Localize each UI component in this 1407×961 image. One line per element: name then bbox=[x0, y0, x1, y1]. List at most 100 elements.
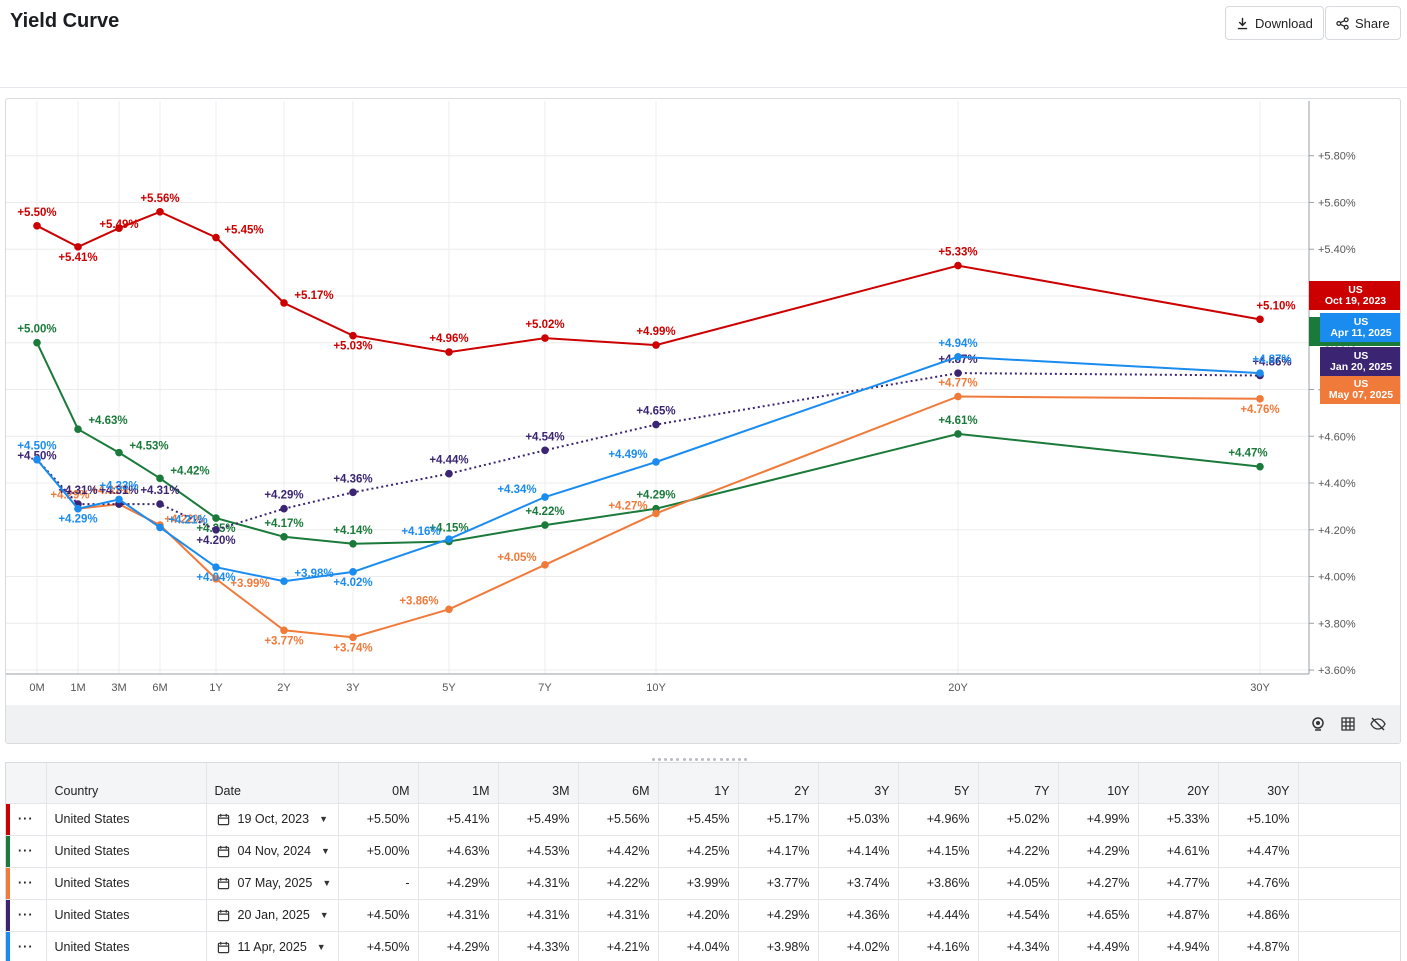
series-tag-country: US bbox=[1354, 316, 1369, 328]
data-point bbox=[74, 425, 82, 434]
yield-cell: +5.50% bbox=[338, 803, 419, 836]
yield-cell: +5.33% bbox=[1138, 803, 1219, 836]
data-label: +4.02% bbox=[333, 577, 372, 589]
share-button[interactable]: Share bbox=[1325, 6, 1401, 40]
yield-cell: +3.77% bbox=[738, 867, 819, 900]
row-color-bar bbox=[6, 899, 10, 931]
table-row[interactable]: ··· United States 04 Nov, 2024 ▼ +5.00% +4.63… bbox=[6, 835, 1400, 868]
yield-cell: +4.42% bbox=[578, 835, 659, 868]
data-point bbox=[1256, 462, 1264, 471]
grid-icon[interactable] bbox=[1340, 716, 1356, 732]
yield-cell: +4.44% bbox=[898, 899, 979, 932]
header-30y[interactable]: 30Y bbox=[1218, 763, 1299, 804]
header-3m[interactable]: 3M bbox=[498, 763, 579, 804]
header-5y[interactable]: 5Y bbox=[898, 763, 979, 804]
yield-cell: +4.31% bbox=[498, 899, 579, 932]
row-menu-label: ··· bbox=[18, 876, 34, 890]
data-point bbox=[280, 577, 288, 586]
yield-cell: +4.87% bbox=[1138, 899, 1219, 932]
yield-cell: +4.54% bbox=[978, 899, 1059, 932]
yield-cell: +5.17% bbox=[738, 803, 819, 836]
header-1m[interactable]: 1M bbox=[418, 763, 499, 804]
date-picker[interactable]: 20 Jan, 2025 ▼ bbox=[206, 899, 339, 932]
data-point bbox=[74, 504, 82, 513]
header-6m[interactable]: 6M bbox=[578, 763, 659, 804]
data-label: +5.41% bbox=[58, 252, 97, 264]
row-menu-button[interactable]: ··· bbox=[6, 931, 47, 961]
yield-cell: +4.31% bbox=[498, 867, 579, 900]
data-label: +4.04% bbox=[196, 572, 235, 584]
date-picker[interactable]: 07 May, 2025 ▼ bbox=[206, 867, 339, 900]
camera-icon[interactable] bbox=[1310, 716, 1326, 732]
country-cell: United States bbox=[46, 899, 207, 932]
data-point bbox=[349, 633, 357, 642]
page-header: Yield Curve Download Share bbox=[0, 0, 1407, 88]
row-menu-button[interactable]: ··· bbox=[6, 835, 47, 868]
table-row[interactable]: ··· United States 07 May, 2025 ▼ - +4.29% +4.3… bbox=[6, 867, 1400, 900]
header-3y[interactable]: 3Y bbox=[818, 763, 899, 804]
date-picker[interactable]: 04 Nov, 2024 ▼ bbox=[206, 835, 339, 868]
yield-cell: +4.17% bbox=[738, 835, 819, 868]
resize-handle[interactable] bbox=[650, 748, 754, 761]
header-0m[interactable]: 0M bbox=[338, 763, 419, 804]
calendar-icon bbox=[217, 845, 229, 857]
chart-toolbar bbox=[6, 705, 1400, 743]
series-line bbox=[36, 372, 1261, 531]
date-value: 04 Nov, 2024 bbox=[237, 844, 311, 858]
chevron-down-icon: ▼ bbox=[319, 814, 328, 824]
table-row[interactable]: ··· United States 19 Oct, 2023 ▼ +5.50% +5.41… bbox=[6, 803, 1400, 836]
yield-cell: +4.21% bbox=[578, 931, 659, 961]
yield-cell: +4.86% bbox=[1218, 899, 1299, 932]
yield-cell: +4.22% bbox=[978, 835, 1059, 868]
table-row[interactable]: ··· United States 11 Apr, 2025 ▼ +4.50% +4.29… bbox=[6, 931, 1400, 961]
date-picker[interactable]: 11 Apr, 2025 ▼ bbox=[206, 931, 339, 961]
row-menu-button[interactable]: ··· bbox=[6, 899, 47, 932]
table-row[interactable]: ··· United States 20 Jan, 2025 ▼ +4.50% +4.31… bbox=[6, 899, 1400, 932]
hide-labels-icon[interactable] bbox=[1370, 716, 1386, 732]
header-date[interactable]: Date bbox=[206, 763, 339, 804]
data-point bbox=[212, 575, 220, 583]
row-color-bar bbox=[6, 931, 10, 961]
x-tick-label: 10Y bbox=[646, 682, 666, 694]
data-label: +5.02% bbox=[525, 319, 564, 331]
yield-cell: +4.14% bbox=[818, 835, 899, 868]
data-point bbox=[212, 233, 220, 242]
row-spacer bbox=[1298, 867, 1400, 900]
data-point bbox=[74, 243, 82, 251]
header-1y[interactable]: 1Y bbox=[658, 763, 739, 804]
data-label: +3.74% bbox=[333, 642, 372, 654]
data-point bbox=[541, 493, 549, 501]
data-point bbox=[349, 488, 357, 497]
x-tick-label: 6M bbox=[152, 682, 167, 694]
data-label: +4.22% bbox=[525, 506, 564, 518]
download-button[interactable]: Download bbox=[1225, 6, 1324, 40]
data-point bbox=[156, 500, 164, 508]
data-point bbox=[280, 299, 288, 307]
date-picker[interactable]: 19 Oct, 2023 ▼ bbox=[206, 803, 339, 836]
x-tick-label: 5Y bbox=[442, 682, 456, 694]
row-menu-button[interactable]: ··· bbox=[6, 803, 47, 836]
data-label: +4.77% bbox=[938, 378, 977, 390]
header-20y[interactable]: 20Y bbox=[1138, 763, 1219, 804]
data-label: +5.50% bbox=[17, 207, 56, 219]
yield-cell: +4.61% bbox=[1138, 835, 1219, 868]
series-tag-country: US bbox=[1354, 350, 1369, 362]
y-tick-label: +4.40% bbox=[1318, 478, 1356, 490]
yield-cell: +4.05% bbox=[978, 867, 1059, 900]
row-menu-button[interactable]: ··· bbox=[6, 867, 47, 900]
data-label: +4.49% bbox=[608, 449, 647, 461]
header-10y[interactable]: 10Y bbox=[1058, 763, 1139, 804]
yield-cell: +4.27% bbox=[1058, 867, 1139, 900]
header-7y[interactable]: 7Y bbox=[978, 763, 1059, 804]
data-point bbox=[349, 568, 357, 576]
header-2y[interactable]: 2Y bbox=[738, 763, 819, 804]
data-point bbox=[156, 474, 164, 483]
yield-curve-chart[interactable]: 0M 1M 3M 6M 1Y 2Y 3Y 5Y 7Y 10Y 20Y 30Y +3.60% +3.80% +… bbox=[6, 99, 1401, 705]
header-country[interactable]: Country bbox=[46, 763, 207, 804]
row-color-bar bbox=[6, 867, 10, 899]
header-controls bbox=[6, 763, 47, 804]
data-point bbox=[445, 348, 453, 356]
y-tick-label: +5.60% bbox=[1318, 197, 1356, 209]
